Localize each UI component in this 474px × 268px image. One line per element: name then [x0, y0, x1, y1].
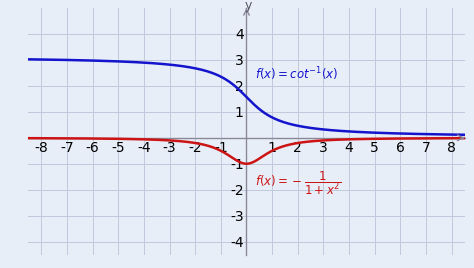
Text: $f(x) = cot^{-1}(x)$: $f(x) = cot^{-1}(x)$	[255, 66, 339, 83]
Text: $f(x) = -\dfrac{1}{1+x^2}$: $f(x) = -\dfrac{1}{1+x^2}$	[255, 169, 342, 197]
Text: y: y	[245, 0, 252, 12]
